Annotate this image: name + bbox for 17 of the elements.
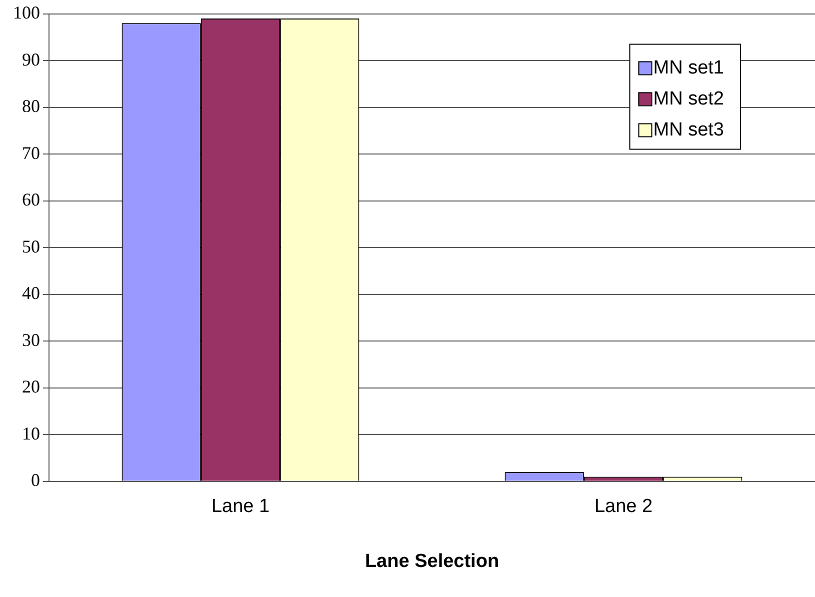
y-tick-label: 20 <box>22 376 40 397</box>
y-tick-label: 70 <box>22 142 40 163</box>
x-tick-label: Lane 1 <box>211 496 270 518</box>
y-tick-label: 40 <box>22 283 40 304</box>
y-tick-label: 50 <box>22 236 40 256</box>
x-axis-title: Lane Selection <box>364 550 500 572</box>
legend-label: MN set2 <box>653 88 724 110</box>
y-tick-label: 0 <box>31 470 40 490</box>
y-tick-label: 100 <box>13 2 40 23</box>
y-tick-label: 30 <box>22 330 40 350</box>
y-tick-label: 90 <box>22 49 40 70</box>
y-tick-label: 10 <box>22 423 40 444</box>
x-tick-label: Lane 2 <box>594 496 653 518</box>
legend-label: MN set3 <box>653 120 724 141</box>
y-tick-label: 60 <box>22 190 40 210</box>
legend-label: MN set1 <box>653 58 724 79</box>
y-tick-label: 80 <box>22 96 40 116</box>
